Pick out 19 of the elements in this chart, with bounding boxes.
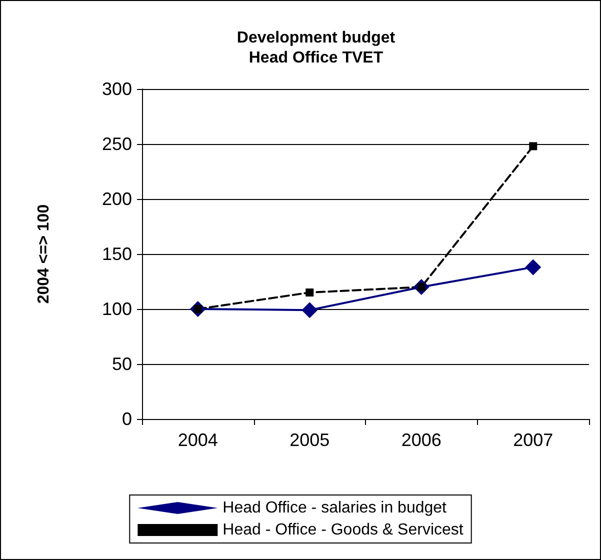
point <box>302 302 318 318</box>
y-tick-label: 300 <box>102 79 132 99</box>
point <box>529 142 538 150</box>
y-tick-label: 250 <box>102 134 132 154</box>
legend-label: Head - Office - Goods & Servicest <box>222 522 464 538</box>
y-tick-label: 200 <box>102 189 132 209</box>
y-tick-label: 100 <box>102 299 132 319</box>
point <box>525 259 542 276</box>
legend-label: Head Office - salaries in budget <box>222 500 448 516</box>
y-tick-label: 0 <box>122 409 132 429</box>
x-tick-label: 2005 <box>290 430 330 450</box>
x-tick-label: 2006 <box>401 430 442 450</box>
x-tick-label: 2004 <box>178 430 218 450</box>
x-tick-label: 2007 <box>513 430 554 450</box>
y-axis-title: 2004 <=> 100 <box>36 204 52 304</box>
y-tick-label: 50 <box>112 354 132 374</box>
chart-title: Development budget Head Office TVET <box>236 30 396 66</box>
point <box>306 288 314 296</box>
y-tick-label: 150 <box>102 244 132 264</box>
